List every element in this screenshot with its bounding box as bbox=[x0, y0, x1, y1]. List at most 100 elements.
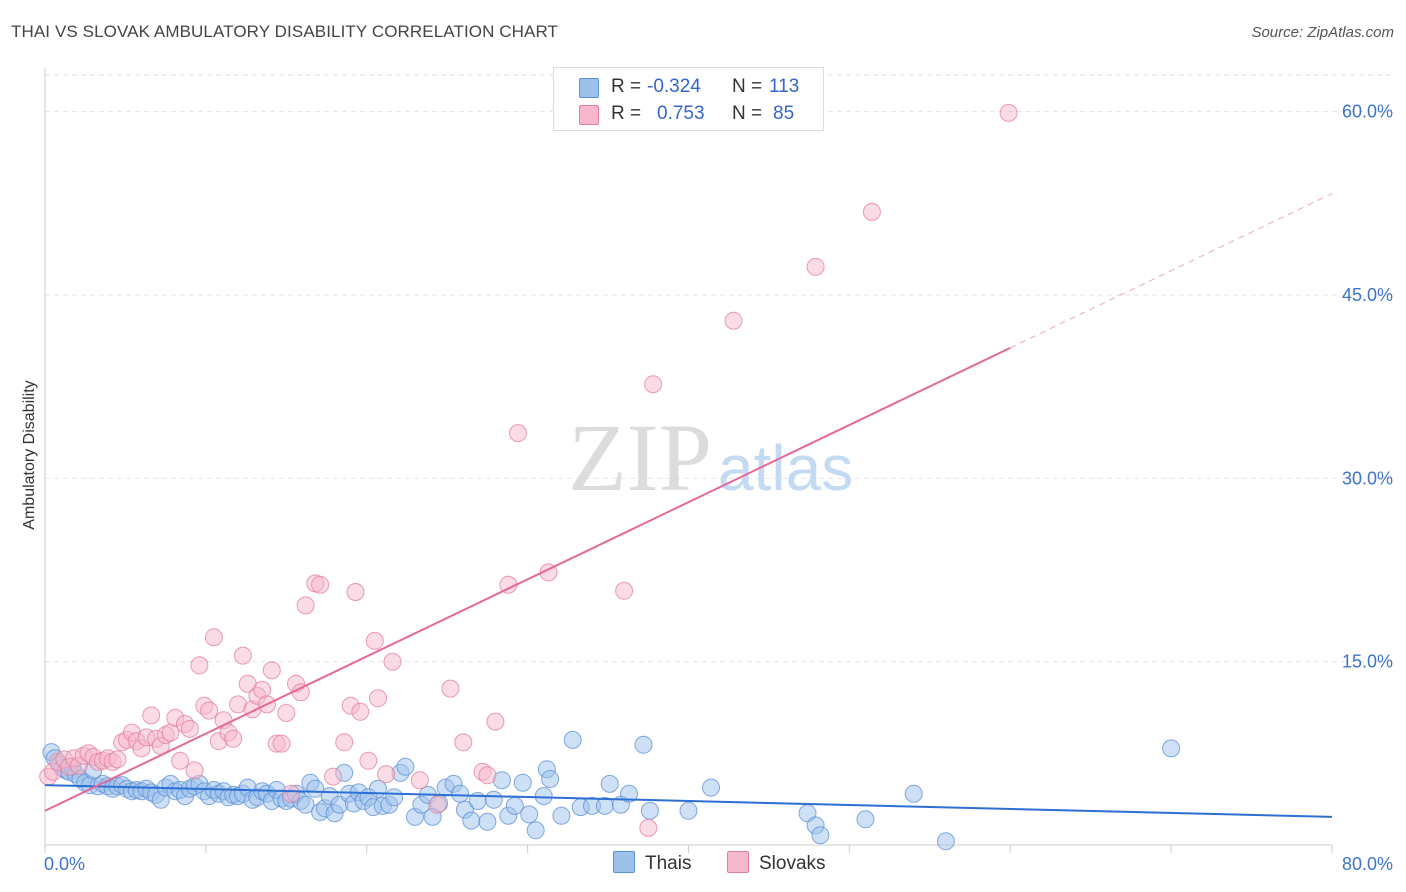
x-tick-label: 0.0% bbox=[44, 854, 85, 874]
data-point bbox=[185, 761, 204, 780]
data-point bbox=[282, 784, 301, 803]
data-point bbox=[904, 784, 923, 803]
trend-lines bbox=[44, 193, 1333, 818]
data-point bbox=[359, 751, 378, 770]
data-point bbox=[351, 702, 370, 721]
data-point bbox=[441, 679, 460, 698]
data-point bbox=[484, 790, 503, 809]
data-point bbox=[451, 784, 470, 803]
data-point bbox=[639, 818, 658, 837]
data-point bbox=[679, 801, 698, 820]
y-tick-label: 15.0% bbox=[1342, 652, 1393, 672]
watermark-atlas: atlas bbox=[718, 432, 853, 504]
y-tick-label: 45.0% bbox=[1342, 285, 1393, 305]
data-point bbox=[396, 757, 415, 776]
legend-item-thais: Thais bbox=[613, 851, 691, 875]
data-point bbox=[534, 787, 553, 806]
trend-line-solid bbox=[44, 346, 1011, 812]
data-point bbox=[1162, 739, 1181, 758]
data-point bbox=[478, 766, 497, 785]
data-point bbox=[806, 257, 825, 276]
n-value: 85 bbox=[773, 103, 795, 124]
data-point bbox=[486, 712, 505, 731]
trend-line-solid bbox=[44, 784, 1333, 818]
data-point bbox=[428, 795, 447, 814]
data-point bbox=[811, 826, 830, 845]
data-point bbox=[856, 810, 875, 829]
axes bbox=[44, 68, 1333, 853]
y-tick-label: 60.0% bbox=[1342, 102, 1393, 122]
data-point bbox=[634, 735, 653, 754]
tick-labels: 15.0% 30.0% 45.0% 60.0% 0.0% 80.0% bbox=[44, 102, 1393, 874]
slovaks-swatch bbox=[579, 105, 599, 125]
legend-label-thais: Thais bbox=[645, 853, 692, 874]
data-point bbox=[224, 729, 243, 748]
y-tick-label: 30.0% bbox=[1342, 468, 1393, 488]
thais-swatch bbox=[613, 851, 635, 873]
chart-title: THAI VS SLOVAK AMBULATORY DISABILITY COR… bbox=[11, 22, 559, 41]
data-point bbox=[335, 733, 354, 752]
data-point bbox=[311, 575, 330, 594]
legend-item-slovaks: Slovaks bbox=[727, 851, 826, 875]
data-point bbox=[383, 652, 402, 671]
data-point bbox=[640, 801, 659, 820]
data-point bbox=[369, 689, 387, 708]
legend-label-slovaks: Slovaks bbox=[759, 853, 826, 874]
data-point bbox=[272, 734, 291, 753]
series-slovaks-points bbox=[39, 103, 1018, 837]
r-value: 0.753 bbox=[657, 103, 705, 124]
data-point bbox=[377, 765, 396, 784]
slovaks-swatch bbox=[727, 851, 749, 873]
series-thais-points bbox=[42, 730, 1181, 851]
n-label: N = bbox=[732, 103, 763, 124]
n-value: 113 bbox=[769, 76, 800, 97]
r-label: R = bbox=[611, 76, 642, 97]
source-label: Source: ZipAtlas.com bbox=[1251, 24, 1394, 41]
r-value: -0.324 bbox=[647, 76, 701, 97]
data-point bbox=[204, 628, 223, 647]
r-label: R = bbox=[611, 103, 642, 124]
data-point bbox=[724, 311, 743, 330]
data-point bbox=[296, 596, 315, 615]
data-point bbox=[385, 788, 404, 807]
data-point bbox=[142, 706, 161, 725]
data-point bbox=[277, 704, 296, 722]
watermark: ZIP atlas bbox=[568, 404, 853, 511]
data-point bbox=[520, 805, 539, 824]
data-point bbox=[552, 806, 571, 825]
data-point bbox=[513, 773, 532, 792]
data-point bbox=[454, 733, 473, 752]
data-point bbox=[324, 767, 342, 786]
n-label: N = bbox=[732, 76, 763, 97]
data-point bbox=[999, 103, 1018, 122]
data-point bbox=[410, 771, 429, 790]
data-point bbox=[306, 779, 325, 798]
data-point bbox=[478, 812, 497, 831]
data-point bbox=[702, 778, 720, 797]
data-point bbox=[936, 832, 955, 851]
data-point bbox=[180, 719, 199, 738]
watermark-zip: ZIP bbox=[568, 404, 712, 511]
data-point bbox=[200, 701, 219, 720]
data-point bbox=[108, 750, 127, 769]
data-point bbox=[615, 581, 634, 600]
x-tick-label: 80.0% bbox=[1342, 854, 1393, 874]
data-point bbox=[600, 774, 619, 793]
legend-row-thais: R = -0.324 N = 113 bbox=[554, 76, 823, 100]
data-point bbox=[862, 202, 881, 221]
data-point bbox=[620, 784, 638, 803]
correlation-legend: R = -0.324 N = 113 R = 0.753 N = 85 bbox=[553, 67, 824, 131]
data-point bbox=[296, 795, 315, 814]
thais-swatch bbox=[579, 78, 599, 98]
data-point bbox=[233, 646, 252, 665]
data-point bbox=[171, 751, 190, 770]
data-point bbox=[365, 631, 384, 650]
data-point bbox=[262, 661, 281, 680]
data-point bbox=[190, 656, 209, 675]
trend-line-dashed bbox=[1010, 193, 1333, 349]
data-point bbox=[541, 770, 560, 788]
gridlines bbox=[45, 74, 1392, 663]
data-point bbox=[369, 779, 387, 798]
data-point bbox=[346, 583, 365, 601]
